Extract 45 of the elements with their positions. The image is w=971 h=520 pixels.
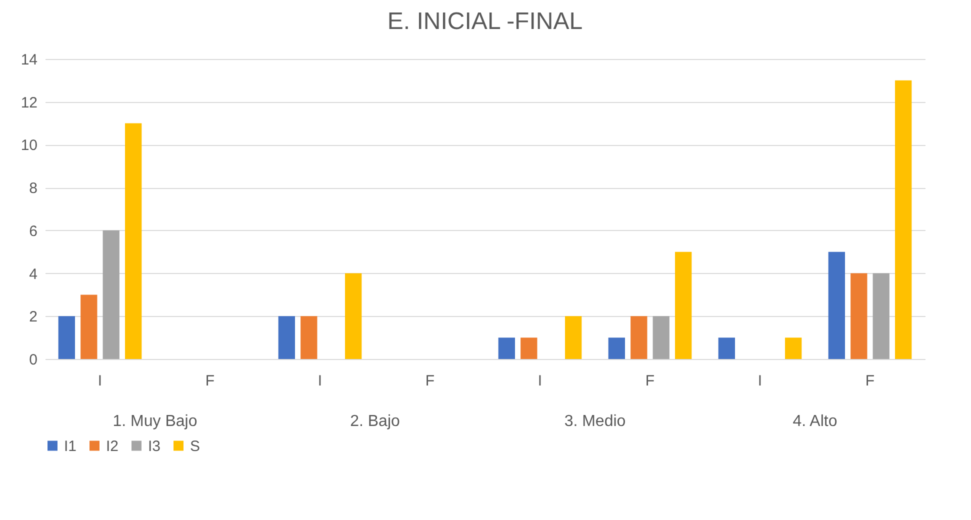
x-tick-label: I: [758, 372, 762, 390]
bar: [872, 273, 890, 359]
legend-label: I2: [106, 438, 119, 455]
y-tick-label: 4: [29, 266, 38, 283]
y-tick-label: 6: [29, 222, 38, 240]
text: 2. Bajo: [350, 413, 400, 430]
y-tick-label: 0: [29, 352, 38, 368]
bar: [102, 230, 120, 359]
x-tick-label: F: [645, 372, 655, 390]
bar: [828, 252, 845, 359]
bar: [125, 123, 142, 359]
bar: [520, 338, 538, 359]
bar: [718, 338, 735, 359]
legend-label: S: [190, 438, 200, 455]
x-tick-label: F: [425, 372, 435, 390]
legend-label: I1: [64, 438, 77, 455]
bar: [80, 294, 98, 359]
bar: [345, 273, 362, 359]
y-tick-label: 10: [20, 137, 38, 154]
bar: [675, 252, 692, 359]
x-tick-label: I: [538, 372, 542, 390]
legend-label: I3: [148, 438, 161, 455]
x-tick-label: I: [98, 372, 102, 390]
bar: [608, 338, 625, 359]
bar: [58, 316, 75, 359]
bar: [278, 316, 295, 359]
x-tick-label: F: [865, 372, 875, 390]
bar: [895, 80, 912, 359]
x-tick-label: I: [318, 372, 322, 390]
x-tick-label: F: [205, 372, 215, 390]
text: 4. Alto: [792, 413, 838, 430]
text: 3. Medio: [564, 413, 626, 430]
chart-title: E. INICIAL -FINAL: [387, 8, 583, 35]
bar: [565, 316, 582, 359]
bar: [630, 316, 648, 359]
y-tick-label: 12: [20, 94, 38, 112]
bar: [498, 338, 515, 359]
bar: [785, 338, 802, 359]
text: 1. Muy Bajo: [112, 413, 198, 430]
y-tick-label: 14: [20, 52, 38, 68]
bar: [300, 316, 318, 359]
bar: [850, 273, 868, 359]
y-tick-label: 2: [29, 308, 38, 326]
y-tick-label: 8: [29, 180, 38, 198]
bar: [652, 316, 670, 359]
